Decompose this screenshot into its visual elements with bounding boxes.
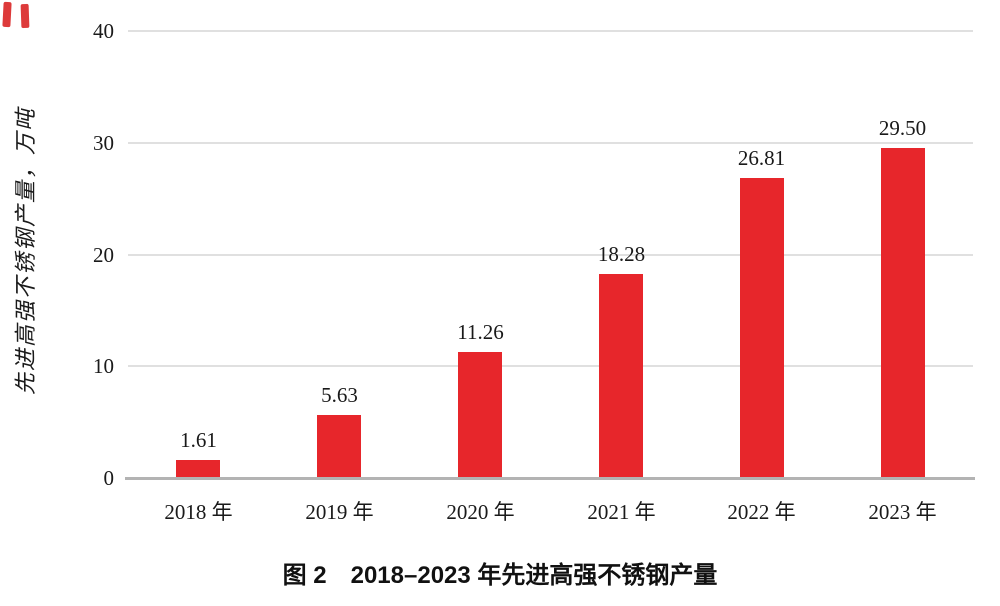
y-tick-label: 30	[93, 131, 114, 155]
figure-caption: 图 2 2018–2023 年先进高强不锈钢产量	[282, 562, 718, 589]
bar-value-label: 1.61	[180, 428, 217, 452]
gridline-10	[128, 365, 973, 367]
bar-2022年	[740, 178, 784, 478]
y-tick-label: 0	[103, 466, 115, 490]
y-axis-tick-labels: 0 10 20 30 40	[0, 0, 118, 500]
bar-2018年	[176, 460, 220, 478]
x-tick-label: 2023 年	[868, 500, 937, 524]
bar-2021年	[599, 274, 643, 478]
bar-value-label: 5.63	[321, 383, 358, 407]
y-tick-label: 20	[93, 243, 114, 267]
gridline-30	[128, 142, 973, 144]
bar-value-label: 26.81	[737, 146, 786, 170]
y-tick-label: 40	[93, 19, 114, 43]
x-axis-line	[125, 477, 975, 480]
y-tick-label: 10	[93, 354, 114, 378]
bar-2019年	[317, 415, 361, 478]
gridline-40	[128, 30, 973, 32]
x-tick-label: 2018 年	[164, 500, 233, 524]
plot-area: 1.61 5.63 11.26 18.28 26.81 29.50	[128, 30, 973, 478]
x-tick-label: 2021 年	[587, 500, 656, 524]
x-tick-label: 2020 年	[446, 500, 515, 524]
x-tick-label: 2019 年	[305, 500, 374, 524]
bar-2020年	[458, 352, 502, 478]
x-tick-label: 2022 年	[727, 500, 796, 524]
bar-value-label: 29.50	[878, 116, 927, 140]
bar-value-label: 18.28	[597, 242, 646, 266]
gridline-20	[128, 254, 973, 256]
bar-value-label: 11.26	[457, 320, 504, 344]
bar-2023年	[881, 148, 925, 478]
